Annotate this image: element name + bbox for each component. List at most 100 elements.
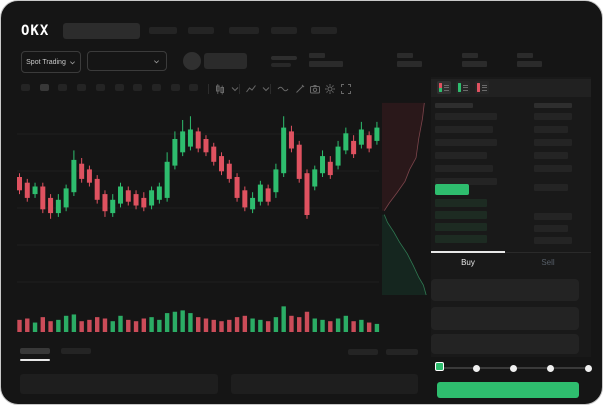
timeframe-button[interactable] xyxy=(133,84,143,91)
order-price-field[interactable] xyxy=(431,279,579,301)
orderbook-view-bids-icon[interactable] xyxy=(456,81,470,94)
wave-overlay-icon[interactable] xyxy=(277,83,289,95)
bottom-tab[interactable] xyxy=(61,348,91,354)
orderbook-bid-row[interactable] xyxy=(435,223,487,231)
orderbook-ask-row[interactable] xyxy=(435,178,497,185)
tab-buy[interactable]: Buy xyxy=(461,258,475,267)
sell-tab-line xyxy=(505,252,591,253)
ticker-stat-label xyxy=(462,53,478,58)
timeframe-button[interactable] xyxy=(151,84,161,91)
nav-item[interactable] xyxy=(229,27,259,34)
slider-stop[interactable] xyxy=(472,364,480,372)
avatar[interactable] xyxy=(183,52,201,70)
orderbook-header xyxy=(431,79,591,97)
orderbook-view-both-icon[interactable] xyxy=(437,81,451,94)
orderbook-view-asks-icon[interactable] xyxy=(475,81,489,94)
orderbook-last-price xyxy=(435,184,469,195)
tab-sell[interactable]: Sell xyxy=(541,258,555,267)
nav-item[interactable] xyxy=(311,27,337,34)
ticker-stat-value xyxy=(517,61,542,67)
split-bar xyxy=(439,83,442,92)
buy-submit-button[interactable] xyxy=(437,382,579,398)
toolbar-divider xyxy=(270,84,271,94)
okx-logo: OKX xyxy=(21,23,50,39)
order-total-field[interactable] xyxy=(431,334,579,354)
ticker-stat-value xyxy=(462,61,487,67)
market-type-dropdown[interactable]: Spot Trading xyxy=(21,51,81,73)
buy-tab-indicator xyxy=(431,251,505,253)
search-input[interactable] xyxy=(63,23,140,39)
bottom-panel xyxy=(231,374,418,394)
slider-stop[interactable] xyxy=(510,364,517,372)
orderbook-amount-row[interactable] xyxy=(534,184,568,191)
orderbook-amount-row[interactable] xyxy=(534,139,572,146)
chevron-down-icon[interactable] xyxy=(229,83,241,95)
orderbook-amount-row[interactable] xyxy=(534,113,572,120)
orderbook-bid-row[interactable] xyxy=(435,199,487,207)
orderbook-amount-row[interactable] xyxy=(534,213,572,220)
orderbook-amount-row[interactable] xyxy=(534,165,572,172)
orderbook-column-header xyxy=(534,103,572,108)
timeframe-button[interactable] xyxy=(77,84,87,91)
price-mini-stat xyxy=(271,56,297,60)
ticker-stat-label xyxy=(517,53,533,58)
rows-glyph xyxy=(482,84,487,91)
orderbook-amount-row[interactable] xyxy=(534,237,572,244)
bottom-tab-active[interactable] xyxy=(20,348,50,354)
camera-icon[interactable] xyxy=(309,83,321,95)
timeframe-button[interactable] xyxy=(114,84,124,91)
ticker-stat-value xyxy=(309,61,343,67)
fullscreen-icon[interactable] xyxy=(340,83,352,95)
orderbook-amount-row[interactable] xyxy=(534,152,568,159)
chevron-down-icon[interactable] xyxy=(260,83,272,95)
bottom-tab-indicator xyxy=(20,359,50,361)
chevron-down-icon xyxy=(69,60,75,64)
bid-bar xyxy=(458,83,461,92)
timeframe-button[interactable] xyxy=(58,84,68,91)
rows-glyph xyxy=(463,84,468,91)
orderbook-ask-row[interactable] xyxy=(435,113,497,120)
timeframe-button[interactable] xyxy=(95,84,105,91)
ticker-stat-label xyxy=(309,53,325,58)
rows-glyph xyxy=(444,84,449,91)
orderbook-ask-row[interactable] xyxy=(435,152,487,159)
nav-item[interactable] xyxy=(149,27,177,34)
indicators-icon[interactable] xyxy=(245,83,257,95)
orderbook-bid-row[interactable] xyxy=(435,211,487,219)
candle-type-icon[interactable] xyxy=(214,83,226,95)
orderbook-column-header xyxy=(435,103,473,108)
ask-bar xyxy=(477,83,480,92)
settings-gear-icon[interactable] xyxy=(324,83,336,95)
timeframe-button[interactable] xyxy=(170,84,180,91)
orderbook-ask-row[interactable] xyxy=(435,165,493,172)
timeframe-button[interactable] xyxy=(21,84,30,91)
orderbook-ask-row[interactable] xyxy=(435,126,493,133)
ticker-stat-label xyxy=(397,53,413,58)
bottom-panel xyxy=(20,374,218,394)
toolbar-divider xyxy=(208,84,209,94)
orderbook-amount-row[interactable] xyxy=(534,225,568,232)
nav-item[interactable] xyxy=(271,27,297,34)
slider-handle[interactable] xyxy=(434,362,444,371)
bottom-right-tab[interactable] xyxy=(348,349,378,355)
bottom-right-tab[interactable] xyxy=(386,349,418,355)
header-action-button[interactable] xyxy=(204,53,247,69)
draw-tool-icon[interactable] xyxy=(294,83,306,95)
orderbook-amount-row[interactable] xyxy=(534,126,568,133)
pair-selector-dropdown[interactable] xyxy=(87,51,167,71)
slider-stop[interactable] xyxy=(547,364,555,372)
orderbook-bid-row[interactable] xyxy=(435,235,487,243)
ticker-stat-value xyxy=(397,61,422,67)
toolbar-divider xyxy=(239,84,240,94)
chevron-down-icon xyxy=(154,59,159,63)
price-mini-stat xyxy=(271,63,291,67)
nav-item[interactable] xyxy=(188,27,214,34)
orderbook-ask-row[interactable] xyxy=(435,139,497,146)
order-amount-field[interactable] xyxy=(431,307,579,330)
slider-stop[interactable] xyxy=(584,364,592,372)
market-type-label: Spot Trading xyxy=(26,58,66,66)
timeframe-button[interactable] xyxy=(189,84,199,91)
timeframe-button[interactable] xyxy=(39,84,49,91)
